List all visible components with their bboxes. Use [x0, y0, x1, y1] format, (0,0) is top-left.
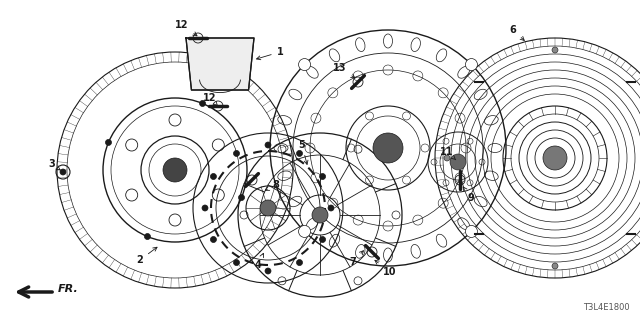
Text: 11: 11	[440, 147, 456, 160]
Text: 9: 9	[463, 187, 474, 203]
Text: T3L4E1800: T3L4E1800	[584, 303, 630, 312]
Circle shape	[145, 234, 150, 239]
Text: 8: 8	[266, 180, 280, 190]
Text: 1: 1	[257, 47, 284, 60]
Circle shape	[260, 200, 276, 216]
Text: 10: 10	[375, 260, 397, 277]
Text: 12: 12	[175, 20, 197, 36]
Circle shape	[211, 173, 216, 180]
Text: 6: 6	[509, 25, 524, 40]
Circle shape	[450, 154, 466, 170]
Circle shape	[328, 205, 334, 211]
Text: 12: 12	[204, 93, 218, 106]
Polygon shape	[186, 38, 254, 90]
Circle shape	[265, 268, 271, 274]
Circle shape	[234, 260, 239, 266]
Circle shape	[202, 205, 208, 211]
Text: 4: 4	[255, 253, 264, 270]
Circle shape	[552, 47, 558, 53]
Circle shape	[465, 59, 477, 71]
Circle shape	[299, 59, 310, 71]
Text: 7: 7	[349, 251, 364, 267]
Circle shape	[211, 236, 216, 243]
Circle shape	[60, 169, 66, 175]
Circle shape	[543, 146, 567, 170]
Circle shape	[552, 263, 558, 269]
Circle shape	[312, 207, 328, 223]
Circle shape	[106, 140, 111, 146]
Text: FR.: FR.	[58, 284, 79, 294]
Circle shape	[444, 155, 450, 161]
Circle shape	[239, 195, 244, 201]
Circle shape	[265, 142, 271, 148]
Circle shape	[296, 150, 303, 156]
Circle shape	[296, 260, 303, 266]
Text: 5: 5	[299, 140, 308, 164]
Circle shape	[319, 173, 326, 180]
Circle shape	[234, 150, 239, 156]
Text: 3: 3	[49, 159, 60, 170]
Circle shape	[373, 133, 403, 163]
Circle shape	[465, 225, 477, 237]
Circle shape	[163, 158, 187, 182]
Text: 13: 13	[333, 63, 355, 78]
Circle shape	[319, 236, 326, 243]
Circle shape	[200, 100, 205, 107]
Circle shape	[299, 225, 310, 237]
Text: 2: 2	[136, 247, 157, 265]
